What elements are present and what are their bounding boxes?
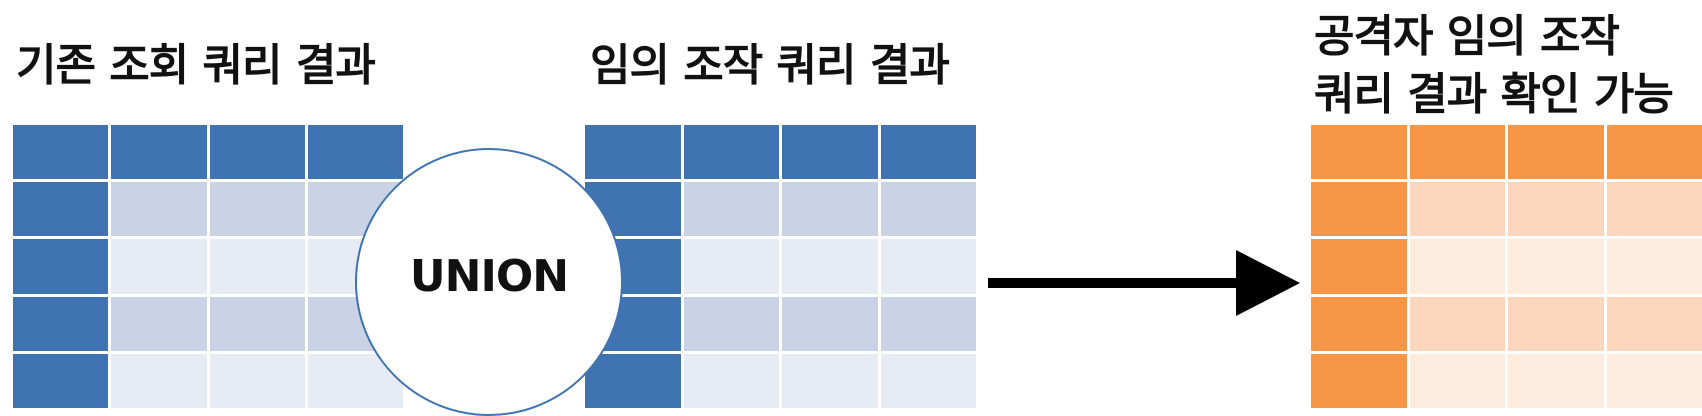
attacker-result-title: 공격자 임의 조작 쿼리 결과 확인 가능	[1314, 8, 1673, 124]
arrow-shaft	[988, 278, 1240, 288]
table-row-header-cell	[13, 297, 108, 351]
table-cell	[1410, 182, 1506, 236]
table-cell	[1607, 182, 1702, 236]
table-cell	[881, 297, 977, 351]
union-label: UNION	[410, 251, 568, 302]
table-cell	[684, 239, 780, 293]
table-header-cell	[1410, 125, 1506, 179]
table-cell	[210, 239, 305, 293]
combined-result-table	[1311, 125, 1702, 408]
table-cell	[684, 182, 780, 236]
right-arrow-icon	[988, 250, 1300, 316]
table-cell	[1607, 354, 1702, 408]
table-header-cell	[210, 125, 305, 179]
injected-query-result-title: 임의 조작 쿼리 결과	[590, 44, 949, 88]
original-result-table	[13, 125, 403, 408]
table-row-header-cell	[1311, 239, 1407, 293]
table-header-cell	[308, 125, 403, 179]
table-header-cell	[585, 125, 681, 179]
table-header-cell	[782, 125, 878, 179]
attacker-result-title-line1: 공격자 임의 조작	[1314, 8, 1673, 66]
table-cell	[1508, 354, 1604, 408]
table-cell	[684, 297, 780, 351]
table-cell	[782, 182, 878, 236]
attacker-result-title-line2: 쿼리 결과 확인 가능	[1314, 66, 1673, 124]
table-cell	[881, 239, 977, 293]
union-circle: UNION	[355, 148, 623, 416]
table-cell	[210, 354, 305, 408]
table-cell	[111, 354, 206, 408]
table-cell	[1607, 239, 1702, 293]
table-cell	[782, 239, 878, 293]
table-cell	[881, 354, 977, 408]
table-cell	[111, 239, 206, 293]
table-row-header-cell	[1311, 182, 1407, 236]
table-row-header-cell	[1311, 354, 1407, 408]
table-row-header-cell	[585, 354, 681, 408]
original-query-result-title: 기존 조회 쿼리 결과	[16, 44, 375, 88]
table-cell	[210, 297, 305, 351]
table-cell	[684, 354, 780, 408]
table-cell	[210, 182, 305, 236]
injected-result-table	[585, 125, 976, 408]
arrow-head	[1236, 250, 1300, 316]
table-cell	[111, 182, 206, 236]
table-header-cell	[13, 125, 108, 179]
table-cell	[782, 297, 878, 351]
table-header-cell	[1607, 125, 1702, 179]
table-header-cell	[1508, 125, 1604, 179]
table-cell	[1410, 297, 1506, 351]
table-header-cell	[1311, 125, 1407, 179]
table-cell	[1508, 182, 1604, 236]
table-row-header-cell	[1311, 297, 1407, 351]
table-cell	[1410, 239, 1506, 293]
table-header-cell	[111, 125, 206, 179]
table-cell	[1410, 354, 1506, 408]
table-cell	[881, 182, 977, 236]
table-cell	[1508, 239, 1604, 293]
table-row-header-cell	[13, 239, 108, 293]
table-header-cell	[881, 125, 977, 179]
table-cell	[1607, 297, 1702, 351]
table-cell	[111, 297, 206, 351]
table-row-header-cell	[13, 182, 108, 236]
table-cell	[782, 354, 878, 408]
table-row-header-cell	[13, 354, 108, 408]
table-cell	[1508, 297, 1604, 351]
table-header-cell	[684, 125, 780, 179]
